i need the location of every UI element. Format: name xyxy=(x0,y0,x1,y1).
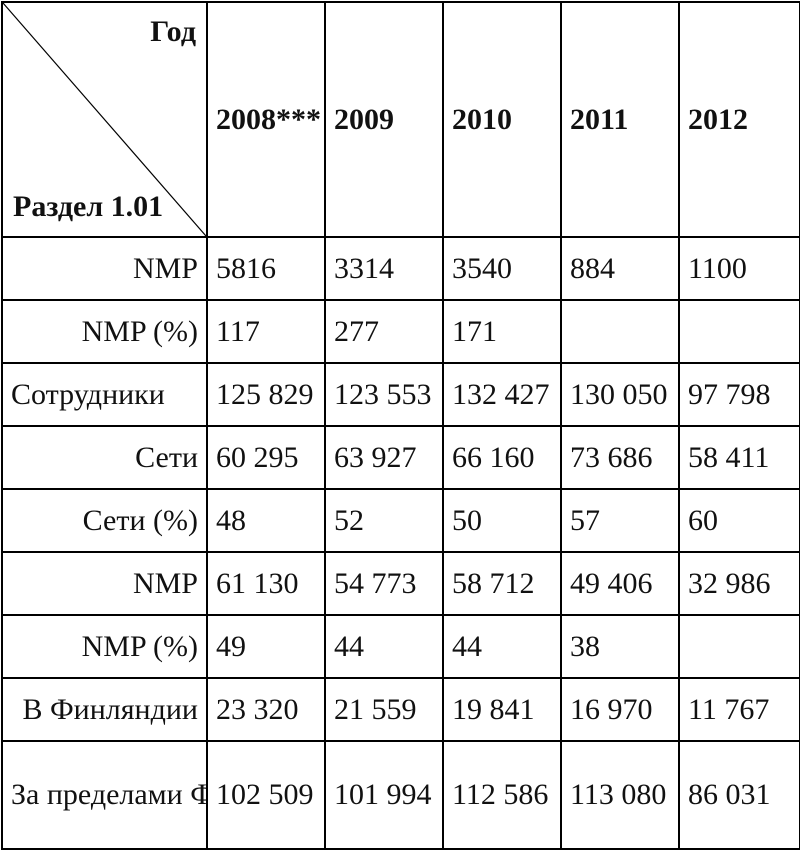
table-cell: 49 xyxy=(206,614,326,679)
table-cell: 112 586 xyxy=(442,740,562,850)
table-cell: 16 970 xyxy=(560,677,680,742)
table-cell: 38 xyxy=(560,614,680,679)
row-label: NMP (%) xyxy=(1,614,208,679)
table-cell: 19 841 xyxy=(442,677,562,742)
table-cell: 50 xyxy=(442,488,562,553)
table-cell: 23 320 xyxy=(206,677,326,742)
row-label: NMP xyxy=(1,551,208,616)
row-label: NMP xyxy=(1,236,208,301)
header-row: Год Раздел 1.01 2008*** 2009 2010 2011 2… xyxy=(1,1,800,238)
table-row: Сети (%) 48 52 50 57 60 xyxy=(1,488,800,553)
table-cell: 63 927 xyxy=(324,425,444,490)
table-cell: 60 295 xyxy=(206,425,326,490)
table-cell: 73 686 xyxy=(560,425,680,490)
table-cell: 58 712 xyxy=(442,551,562,616)
year-header-2011: 2011 xyxy=(560,1,680,238)
row-label: Сети (%) xyxy=(1,488,208,553)
table-cell: 97 798 xyxy=(678,362,800,427)
row-label: NMP (%) xyxy=(1,299,208,364)
year-header-2009: 2009 xyxy=(324,1,444,238)
table-cell: 101 994 xyxy=(324,740,444,850)
table-cell: 60 xyxy=(678,488,800,553)
year-header-2010: 2010 xyxy=(442,1,562,238)
table-cell: 49 406 xyxy=(560,551,680,616)
table-cell: 44 xyxy=(324,614,444,679)
corner-header-cell: Год Раздел 1.01 xyxy=(1,1,208,238)
table-cell: 171 xyxy=(442,299,562,364)
table-cell xyxy=(678,614,800,679)
table-cell: 3540 xyxy=(442,236,562,301)
row-label: Сети xyxy=(1,425,208,490)
table-cell: 277 xyxy=(324,299,444,364)
table-cell: 21 559 xyxy=(324,677,444,742)
row-label: За пределами Финляндии xyxy=(1,740,208,850)
table-row: NMP 5816 3314 3540 884 1100 xyxy=(1,236,800,301)
year-header-2012: 2012 xyxy=(678,1,800,238)
table-cell: 884 xyxy=(560,236,680,301)
corner-section-label: Раздел 1.01 xyxy=(13,190,164,223)
diagonal-divider xyxy=(3,3,206,236)
table-cell: 48 xyxy=(206,488,326,553)
table-row: Сотрудники 125 829 123 553 132 427 130 0… xyxy=(1,362,800,427)
table-row: За пределами Финляндии 102 509 101 994 1… xyxy=(1,740,800,850)
table-cell xyxy=(678,299,800,364)
table-cell: 61 130 xyxy=(206,551,326,616)
table-row: NMP (%) 49 44 44 38 xyxy=(1,614,800,679)
table-row: NMP (%) 117 277 171 xyxy=(1,299,800,364)
table-row: NMP 61 130 54 773 58 712 49 406 32 986 xyxy=(1,551,800,616)
table-cell: 52 xyxy=(324,488,444,553)
table-cell: 66 160 xyxy=(442,425,562,490)
table-cell: 58 411 xyxy=(678,425,800,490)
table-cell: 5816 xyxy=(206,236,326,301)
row-label: Сотрудники xyxy=(1,362,208,427)
table-cell: 57 xyxy=(560,488,680,553)
table-cell: 86 031 xyxy=(678,740,800,850)
table-cell: 1100 xyxy=(678,236,800,301)
table-cell: 123 553 xyxy=(324,362,444,427)
table-cell: 54 773 xyxy=(324,551,444,616)
table-cell: 44 xyxy=(442,614,562,679)
table-cell: 11 767 xyxy=(678,677,800,742)
table-cell: 102 509 xyxy=(206,740,326,850)
table-cell: 125 829 xyxy=(206,362,326,427)
year-header-2008: 2008*** xyxy=(206,1,326,238)
corner-year-label: Год xyxy=(150,15,196,48)
table-row: Сети 60 295 63 927 66 160 73 686 58 411 xyxy=(1,425,800,490)
table-cell: 3314 xyxy=(324,236,444,301)
table-cell: 32 986 xyxy=(678,551,800,616)
table-cell: 113 080 xyxy=(560,740,680,850)
table-row: В Финляндии 23 320 21 559 19 841 16 970 … xyxy=(1,677,800,742)
table-cell: 117 xyxy=(206,299,326,364)
table-cell xyxy=(560,299,680,364)
row-label: В Финляндии xyxy=(1,677,208,742)
table-cell: 130 050 xyxy=(560,362,680,427)
table-cell: 132 427 xyxy=(442,362,562,427)
